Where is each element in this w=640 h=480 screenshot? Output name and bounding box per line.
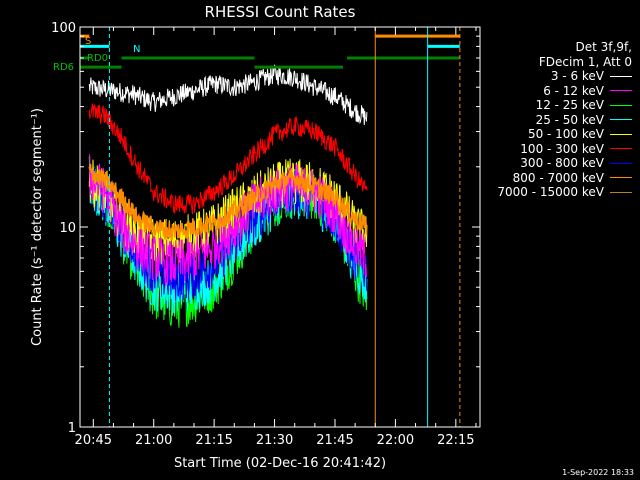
legend-header-2: FDecim 1, Att 0: [538, 54, 632, 69]
legend-item-1: 6 - 12 keV: [497, 84, 632, 99]
legend-swatch: [610, 75, 632, 77]
legend-label: 50 - 100 keV: [527, 127, 604, 141]
legend-swatch: [610, 177, 632, 179]
legend-label: 7000 - 15000 keV: [497, 185, 604, 199]
legend-label: 12 - 25 keV: [535, 98, 604, 112]
legend-item-8: 7000 - 15000 keV: [497, 185, 632, 200]
legend-swatch: [610, 104, 632, 106]
y-axis-label: Count Rate (s⁻¹ detector segment⁻¹): [30, 108, 45, 346]
y-tick-label-2: 100: [51, 21, 76, 36]
flag-label-n: N: [133, 44, 140, 55]
legend-swatch: [610, 148, 632, 150]
legend-label: 100 - 300 keV: [520, 141, 604, 156]
series-line-7: [88, 163, 368, 241]
x-tick-label-0: 20:45: [75, 433, 112, 448]
y-tick-label-0: 1: [68, 421, 76, 436]
series-line-0: [88, 64, 368, 126]
flag-label-s: S: [85, 36, 91, 47]
flag-label-rd0: RD0: [87, 53, 108, 64]
legend-label: 3 - 6 keV: [550, 69, 604, 83]
legend-label: 25 - 50 keV: [535, 112, 604, 127]
legend: Det 3f,9f, FDecim 1, Att 0 3 - 6 keV 6 - …: [497, 40, 632, 200]
x-tick-label-2: 21:15: [195, 433, 232, 448]
footer-date: 1-Sep-2022 18:33: [562, 468, 634, 477]
x-tick-label-1: 21:00: [135, 433, 172, 448]
x-tick-label-5: 22:00: [377, 433, 414, 448]
legend-item-7: 800 - 7000 keV: [497, 171, 632, 186]
x-axis-label: Start Time (02-Dec-16 20:41:42): [174, 456, 386, 471]
chart-title: RHESSI Count Rates: [205, 3, 356, 21]
y-tick-label-1: 10: [59, 221, 76, 236]
legend-item-6: 300 - 800 keV: [497, 156, 632, 171]
x-tick-label-3: 21:30: [256, 433, 293, 448]
legend-label: 800 - 7000 keV: [512, 170, 604, 185]
flag-label-rd6: RD6: [53, 62, 74, 73]
legend-header-1: Det 3f,9f,: [575, 40, 633, 54]
legend-item-2: 12 - 25 keV: [497, 98, 632, 113]
series-line-1: [88, 153, 368, 286]
legend-swatch: [610, 162, 632, 164]
legend-item-4: 50 - 100 keV: [497, 127, 632, 142]
series-line-5: [88, 103, 368, 215]
legend-swatch: [610, 191, 632, 193]
legend-label: 6 - 12 keV: [543, 83, 604, 98]
x-tick-label-6: 22:15: [437, 433, 474, 448]
x-tick-label-4: 21:45: [316, 433, 353, 448]
legend-item-5: 100 - 300 keV: [497, 142, 632, 157]
legend-item-3: 25 - 50 keV: [497, 113, 632, 128]
legend-label: 300 - 800 keV: [520, 156, 604, 170]
legend-swatch: [610, 119, 632, 121]
legend-swatch: [610, 133, 632, 135]
legend-item-0: 3 - 6 keV: [497, 69, 632, 84]
legend-swatch: [610, 90, 632, 92]
